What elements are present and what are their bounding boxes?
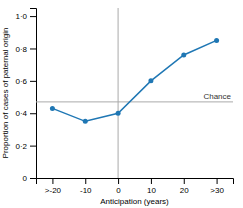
tick: 0 xyxy=(116,178,121,195)
reference-line xyxy=(36,101,233,102)
tick-label: 0·2 xyxy=(15,142,27,151)
tick: >30 xyxy=(210,178,224,195)
tick-label: 10 xyxy=(147,186,156,195)
tick-label: 20 xyxy=(180,186,189,195)
point xyxy=(116,111,121,116)
tick-mark xyxy=(184,178,185,184)
point xyxy=(83,119,88,124)
chart: >-20 -10 0 10 20 >30 0 0·2 0·4 0·6 0·8 1·0 Chance Ant… xyxy=(0,0,243,208)
tick: 0 xyxy=(23,174,36,183)
tick-label: -10 xyxy=(80,186,92,195)
tick-label: >30 xyxy=(210,186,224,195)
tick: 0·4 xyxy=(15,109,36,118)
tick-mark xyxy=(52,178,53,184)
tick-mark xyxy=(217,178,218,184)
tick: 20 xyxy=(180,178,189,195)
axis-line xyxy=(30,9,37,179)
x-axis: >-20 -10 0 10 20 >30 xyxy=(37,178,234,195)
tick-label: 0·8 xyxy=(15,45,27,54)
tick-label: 0 xyxy=(116,186,121,195)
marks xyxy=(36,8,233,178)
y-axis-title: Proportion of cases of paternal origin xyxy=(1,28,10,159)
y-axis: 0 0·2 0·4 0·6 0·8 1·0 xyxy=(15,9,36,184)
tick-mark xyxy=(151,178,152,184)
tick-mark xyxy=(118,178,119,184)
tick-mark xyxy=(30,113,36,114)
tick-label: 1·0 xyxy=(15,12,27,21)
axis-line xyxy=(37,179,234,185)
x-axis-title: Anticipation (years) xyxy=(100,197,169,206)
tick-mark xyxy=(30,16,36,17)
tick: >-20 xyxy=(45,178,62,195)
reference-label: Chance xyxy=(203,92,231,101)
point xyxy=(148,78,153,83)
tick: -10 xyxy=(80,178,92,195)
tick-mark xyxy=(30,48,36,49)
tick-label: >-20 xyxy=(45,186,62,195)
tick: 0·2 xyxy=(15,142,36,151)
line xyxy=(52,40,216,121)
tick: 10 xyxy=(147,178,156,195)
tick-mark xyxy=(30,178,36,179)
tick: 1·0 xyxy=(15,12,36,21)
point xyxy=(50,106,55,111)
point xyxy=(214,38,219,43)
tick: 0·8 xyxy=(15,45,36,54)
reference-line xyxy=(118,8,119,178)
point xyxy=(181,52,186,57)
tick-mark xyxy=(30,146,36,147)
tick-mark xyxy=(85,178,86,184)
tick-mark xyxy=(30,81,36,82)
tick-label: 0·6 xyxy=(15,77,27,86)
plot: >-20 -10 0 10 20 >30 0 0·2 0·4 0·6 0·8 1·0 Chance Ant… xyxy=(1,8,234,206)
tick-label: 0·4 xyxy=(15,109,27,118)
tick: 0·6 xyxy=(15,77,36,86)
tick-label: 0 xyxy=(23,174,28,183)
